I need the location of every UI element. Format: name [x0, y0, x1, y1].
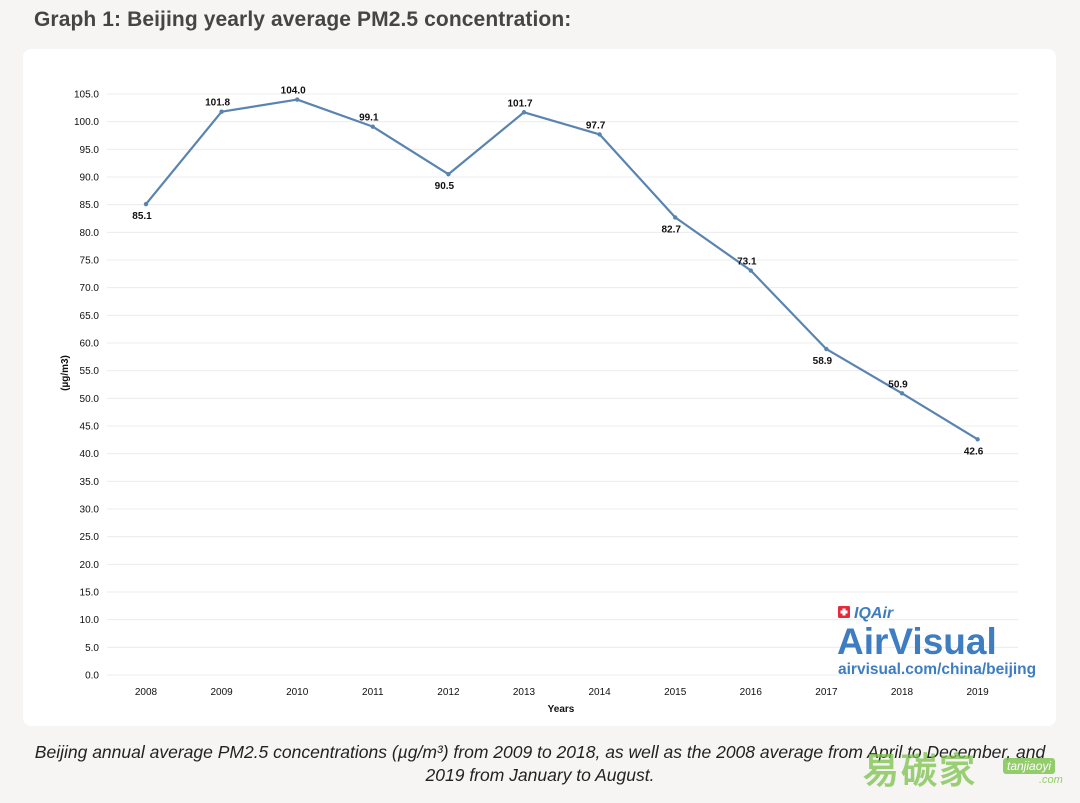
- x-tick-label: 2013: [513, 687, 536, 698]
- data-point: [219, 109, 224, 114]
- x-tick-label: 2008: [135, 687, 158, 698]
- y-tick-label: 50.0: [80, 394, 100, 405]
- y-tick-label: 15.0: [80, 588, 100, 599]
- page-title: Graph 1: Beijing yearly average PM2.5 co…: [34, 8, 572, 31]
- y-tick-label: 25.0: [80, 532, 100, 543]
- chart-caption: Beijing annual average PM2.5 concentrati…: [34, 742, 1046, 785]
- x-axis-label: Years: [548, 704, 575, 715]
- data-point: [295, 97, 300, 102]
- data-labels: 85.1 101.8 104.0 99.1 90.5 101.7 97.7 82.7 73.1 5…: [132, 86, 984, 458]
- y-tick-label: 55.0: [80, 366, 100, 377]
- data-label: 90.5: [435, 181, 455, 192]
- y-tick-label: 10.0: [80, 615, 100, 626]
- x-tick-labels: 2008 2009 2010 2011 2012 2013 2014 2015 2016 2017…: [135, 687, 989, 698]
- pm25-line-chart: 0.0 5.0 10.0 15.0 20.0 25.0 30.0 35.0 40.0 45.0 50…: [60, 86, 1036, 715]
- data-label: 97.7: [586, 120, 606, 131]
- site-watermark: 易碳家 tanjiaoyi .com: [863, 740, 1075, 798]
- y-tick-label: 95.0: [80, 145, 100, 156]
- data-label: 101.8: [205, 98, 230, 109]
- swiss-flag-icon: [838, 606, 850, 618]
- y-tick-labels: 0.0 5.0 10.0 15.0 20.0 25.0 30.0 35.0 40.0 45.0 50…: [74, 90, 99, 682]
- x-tick-label: 2010: [286, 687, 309, 698]
- data-point: [824, 346, 829, 352]
- airvisual-url: airvisual.com/china/beijing: [838, 661, 1036, 678]
- data-label: 42.6: [964, 446, 984, 457]
- watermark-suffix: .com: [1039, 774, 1063, 786]
- watermark-chinese: 易碳家: [863, 751, 978, 792]
- data-label: 101.7: [507, 98, 532, 109]
- data-label: 73.1: [737, 257, 757, 268]
- y-tick-label: 65.0: [80, 311, 100, 322]
- airvisual-brand: AirVisual: [837, 621, 997, 662]
- data-point: [597, 132, 602, 137]
- y-tick-label: 70.0: [80, 283, 100, 294]
- y-tick-label: 5.0: [85, 643, 99, 654]
- data-label: 82.7: [661, 224, 681, 235]
- y-tick-label: 85.0: [80, 200, 100, 211]
- x-tick-label: 2018: [891, 687, 914, 698]
- x-tick-label: 2014: [588, 687, 611, 698]
- data-label: 58.9: [813, 356, 833, 367]
- series-line-layer: [145, 98, 979, 441]
- y-tick-label: 60.0: [80, 339, 100, 350]
- y-tick-label: 45.0: [80, 422, 100, 433]
- x-tick-label: 2012: [437, 687, 460, 698]
- y-tick-label: 80.0: [80, 228, 100, 239]
- y-tick-label: 35.0: [80, 477, 100, 488]
- data-label: 50.9: [888, 379, 908, 390]
- watermark-site: tanjiaoyi: [1003, 758, 1056, 774]
- x-tick-label: 2016: [740, 687, 763, 698]
- chart-card: 0.0 5.0 10.0 15.0 20.0 25.0 30.0 35.0 40.0 45.0 50…: [23, 49, 1056, 726]
- grid-lines: [107, 93, 1018, 676]
- x-tick-label: 2009: [210, 687, 233, 698]
- data-label: 99.1: [359, 113, 379, 124]
- data-point: [748, 268, 753, 273]
- y-tick-label: 90.0: [80, 173, 100, 184]
- data-points: [143, 97, 980, 442]
- data-point: [673, 215, 678, 220]
- x-tick-label: 2011: [362, 687, 384, 698]
- data-point: [975, 437, 980, 442]
- y-tick-label: 20.0: [80, 560, 100, 571]
- data-point: [446, 172, 451, 177]
- y-tick-label: 105.0: [74, 90, 99, 101]
- y-tick-label: 30.0: [80, 505, 100, 516]
- data-point: [521, 110, 527, 115]
- series-line: [145, 98, 979, 441]
- data-point: [899, 391, 905, 396]
- y-axis-label: (µg/m3): [60, 355, 71, 391]
- iqair-brand: IQAir: [854, 605, 894, 622]
- x-tick-label: 2017: [815, 687, 838, 698]
- y-tick-label: 0.0: [85, 671, 99, 682]
- data-point: [143, 201, 149, 207]
- data-label: 104.0: [281, 86, 306, 97]
- data-label: 85.1: [132, 211, 152, 222]
- y-tick-label: 75.0: [80, 256, 100, 267]
- x-tick-label: 2015: [664, 687, 687, 698]
- x-tick-label: 2019: [966, 687, 989, 698]
- y-tick-label: 40.0: [80, 449, 100, 460]
- y-tick-label: 100.0: [74, 117, 99, 128]
- data-point: [370, 124, 375, 129]
- airvisual-logo: IQAir AirVisual airvisual.com/china/beij…: [837, 605, 1036, 678]
